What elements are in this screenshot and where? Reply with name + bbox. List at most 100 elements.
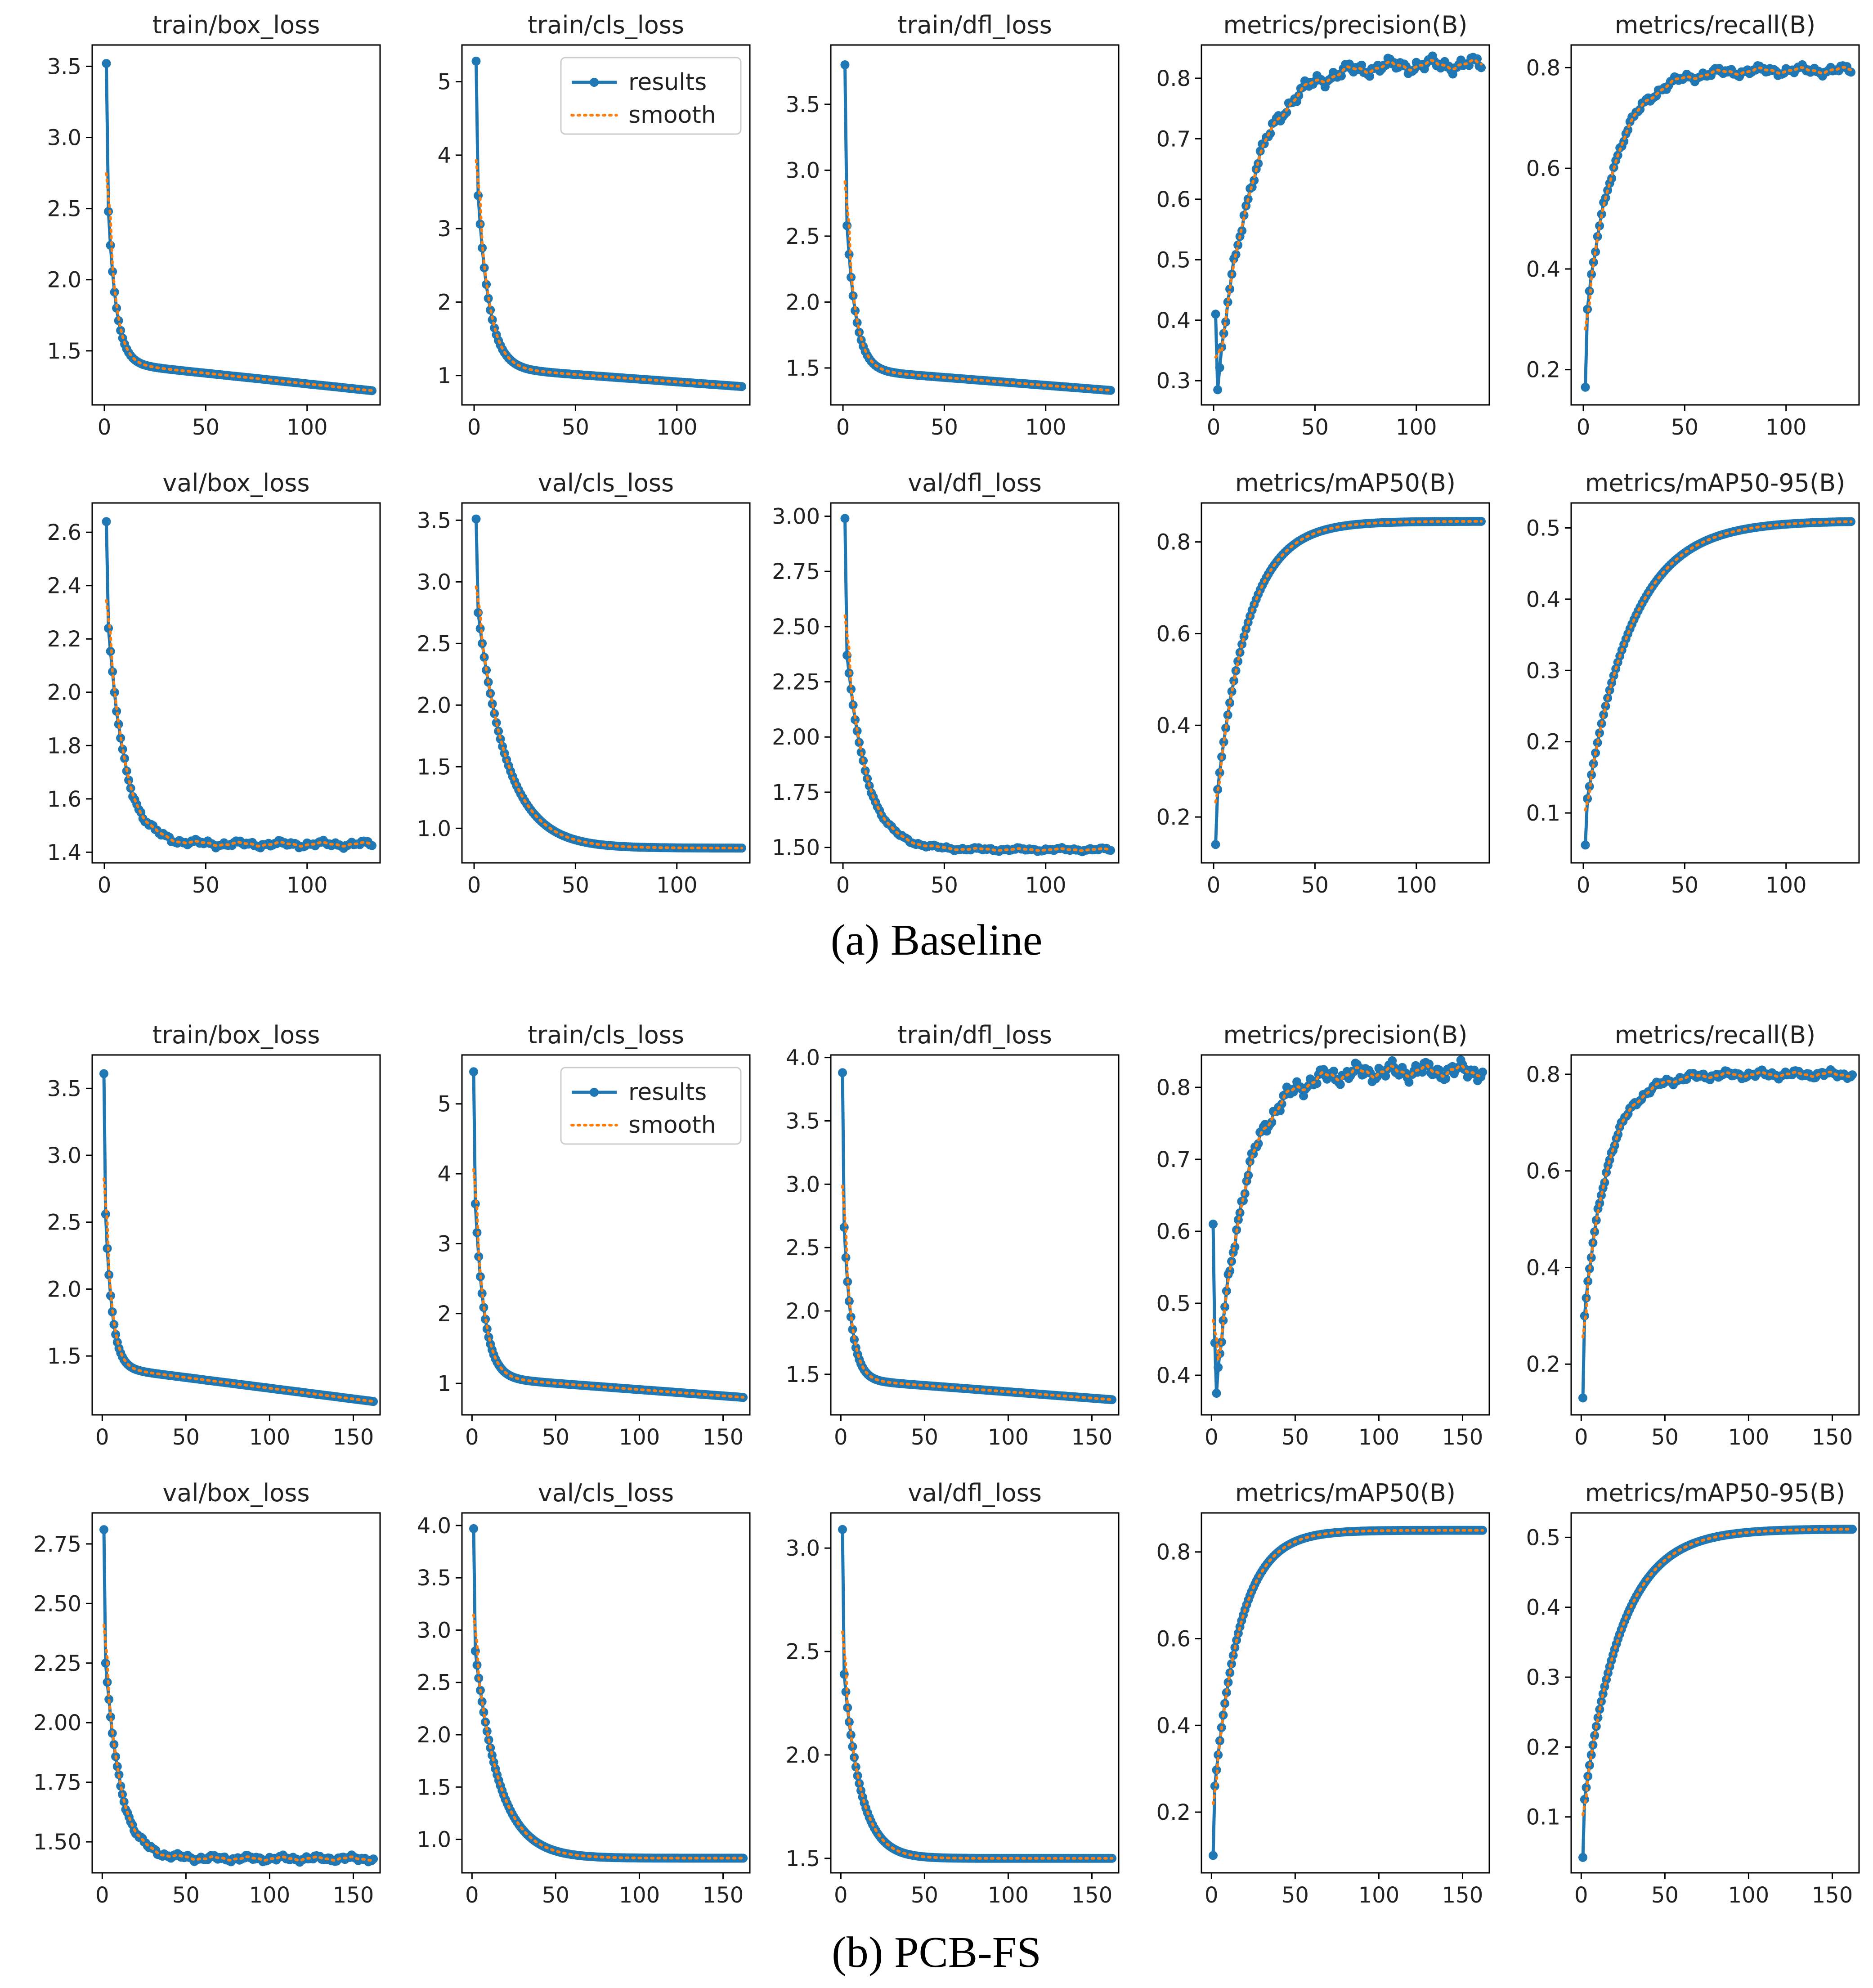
- data-point: [1381, 1071, 1390, 1081]
- smooth-line: [105, 172, 373, 392]
- subplot-title: metrics/mAP50-95(B): [1585, 1479, 1845, 1507]
- smooth-line: [1212, 1529, 1484, 1805]
- y-tick-label: 0.8: [1156, 66, 1191, 91]
- y-tick-label: 0.6: [1156, 1627, 1191, 1652]
- results-points: [1211, 516, 1486, 849]
- y-tick-label: 3.0: [786, 1536, 820, 1561]
- x-tick-label: 100: [287, 415, 328, 440]
- y-tick-label: 3.0: [47, 1143, 81, 1168]
- y-tick-label: 1.5: [786, 1362, 820, 1387]
- y-tick-label: 2.5: [47, 197, 81, 222]
- subplot-title: train/dfl_loss: [897, 11, 1052, 39]
- data-point: [99, 1069, 108, 1078]
- x-tick-label: 0: [467, 873, 481, 898]
- x-tick-label: 50: [1301, 873, 1329, 898]
- y-tick-label: 2.00: [33, 1710, 81, 1736]
- data-point: [1213, 385, 1223, 395]
- data-point: [1365, 72, 1375, 81]
- x-tick-label: 0: [1577, 415, 1591, 440]
- x-tick-label: 150: [703, 1425, 744, 1450]
- subplot-train-dfl-loss: train/dfl_loss 1.5 2.0 2.5 3.0 3.5 4.0 0 50 100 15…: [786, 1021, 1120, 1450]
- plot-frame: [830, 1054, 1120, 1416]
- plot-frame: [91, 1512, 381, 1874]
- results-points: [1211, 51, 1486, 395]
- y-tick-label: 2.75: [772, 559, 820, 584]
- y-tick-label: 4: [437, 143, 451, 168]
- subplot-metrics-map50-b: metrics/mAP50(B) 0.2 0.4 0.6 0.8 0 50 100 150: [1156, 1479, 1490, 1908]
- data-point: [1586, 1253, 1596, 1262]
- y-tick-label: 0.8: [1156, 530, 1191, 555]
- y-tick-label: 0.3: [1526, 658, 1560, 683]
- y-tick-label: 3.0: [417, 570, 451, 595]
- y-tick-label: 4.0: [417, 1513, 451, 1539]
- smooth-line: [1214, 58, 1483, 359]
- y-tick-label: 0.6: [1156, 621, 1191, 646]
- x-tick-label: 100: [1358, 1883, 1400, 1908]
- y-tick-label: 2.5: [417, 1670, 451, 1696]
- x-tick-label: 150: [1442, 1425, 1483, 1450]
- x-tick-label: 150: [1071, 1883, 1113, 1908]
- smooth-line: [103, 1177, 375, 1403]
- x-tick-label: 0: [1207, 873, 1221, 898]
- results-points: [1581, 60, 1855, 392]
- data-point: [1404, 1077, 1414, 1087]
- data-point: [471, 514, 481, 524]
- data-point: [1586, 1750, 1596, 1759]
- results-points: [1578, 1525, 1857, 1862]
- data-point: [1578, 1853, 1587, 1862]
- y-tick-label: 2.0: [786, 1743, 820, 1768]
- data-point: [1239, 632, 1249, 641]
- x-tick-label: 0: [1205, 1883, 1219, 1908]
- subplot-title: train/box_loss: [152, 1021, 320, 1049]
- x-tick-label: 0: [465, 1425, 479, 1450]
- y-tick-label: 0.6: [1156, 187, 1191, 212]
- data-point: [104, 207, 113, 216]
- smooth-line: [843, 614, 1112, 853]
- y-tick-label: 0.4: [1526, 1255, 1560, 1280]
- x-tick-label: 100: [1025, 873, 1066, 898]
- x-tick-label: 100: [1765, 415, 1807, 440]
- plot-frame: [1201, 1512, 1490, 1874]
- smooth-line: [1582, 1528, 1854, 1817]
- results-points: [1578, 1065, 1857, 1403]
- plot-frame: [461, 1054, 751, 1416]
- legend-smooth-label: smooth: [628, 102, 716, 129]
- data-point: [369, 1397, 378, 1406]
- x-tick-label: 50: [911, 1425, 938, 1450]
- x-tick-label: 0: [95, 1425, 109, 1450]
- y-tick-label: 0.5: [1156, 1291, 1191, 1316]
- subplot-val-cls-loss: val/cls_loss 1.0 1.5 2.0 2.5 3.0 3.5 4.0 0 50 100 1…: [417, 1479, 751, 1908]
- data-point: [1848, 1070, 1857, 1080]
- plot-frame: [830, 1512, 1120, 1874]
- y-tick-label: 0.3: [1156, 368, 1191, 394]
- y-tick-label: 2: [437, 1301, 451, 1327]
- subplot-title: val/cls_loss: [538, 1479, 674, 1507]
- x-tick-label: 0: [836, 415, 850, 440]
- plot-frame: [1201, 502, 1490, 864]
- y-tick-label: 0.2: [1526, 730, 1560, 755]
- data-point: [108, 267, 117, 276]
- data-point: [1581, 382, 1590, 392]
- smooth-line: [105, 599, 373, 848]
- x-tick-label: 50: [542, 1883, 569, 1908]
- x-tick-label: 100: [287, 873, 328, 898]
- y-tick-label: 0.2: [1526, 358, 1560, 383]
- x-tick-label: 100: [1025, 415, 1066, 440]
- results-points: [838, 1068, 1117, 1405]
- y-tick-label: 0.4: [1156, 308, 1191, 333]
- results-line: [105, 521, 373, 850]
- y-tick-label: 0.2: [1526, 1352, 1560, 1377]
- data-point: [106, 1291, 115, 1301]
- data-point: [1209, 1220, 1218, 1229]
- y-tick-label: 1.5: [417, 1775, 451, 1800]
- subplot-title: train/cls_loss: [528, 1021, 684, 1049]
- x-tick-label: 0: [467, 415, 481, 440]
- smooth-line: [475, 159, 743, 388]
- smooth-line: [843, 180, 1112, 392]
- subplot-title: metrics/mAP50(B): [1235, 1479, 1456, 1507]
- x-tick-label: 50: [562, 415, 589, 440]
- x-tick-label: 0: [836, 873, 850, 898]
- data-point: [1589, 759, 1598, 768]
